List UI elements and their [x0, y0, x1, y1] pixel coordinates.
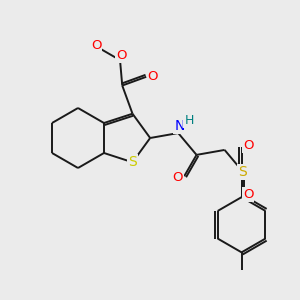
Text: O: O — [116, 50, 127, 62]
Text: O: O — [148, 70, 158, 83]
Text: O: O — [243, 188, 254, 201]
Text: O: O — [91, 39, 101, 52]
Text: S: S — [238, 165, 247, 179]
Text: O: O — [172, 171, 183, 184]
Text: N: N — [174, 118, 184, 133]
Text: S: S — [128, 155, 137, 169]
Text: O: O — [243, 139, 254, 152]
Text: H: H — [184, 114, 194, 127]
